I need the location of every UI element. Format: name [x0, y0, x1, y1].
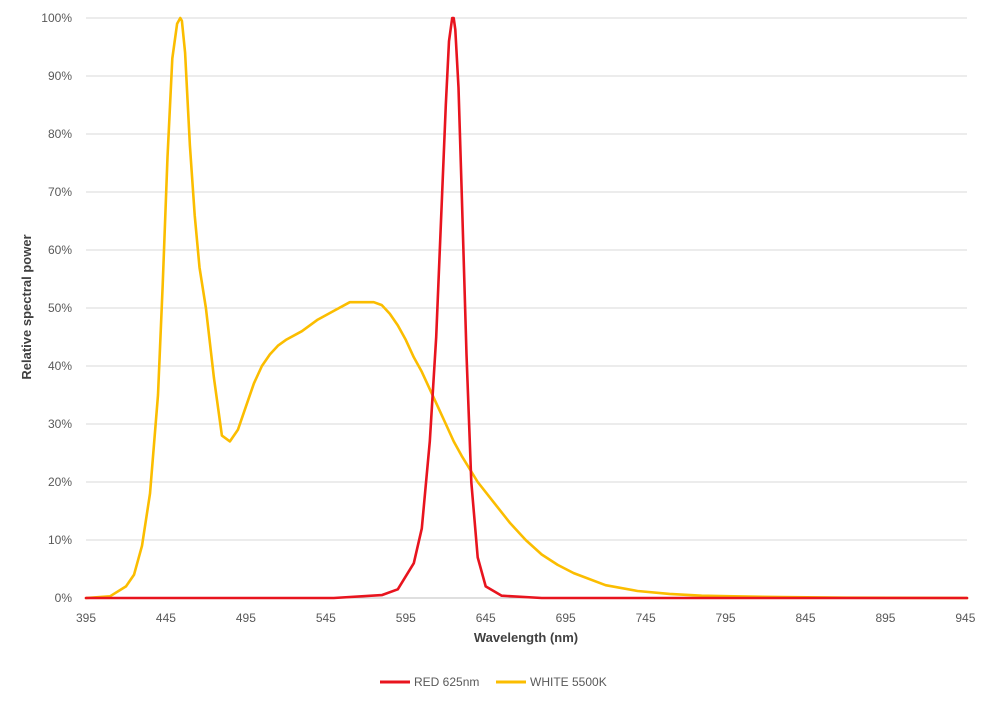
y-axis-ticks: 0% 10% 20% 30% 40% 50% 60% 70% 80% 90% 100% — [41, 11, 72, 605]
y-tick-label: 0% — [55, 591, 73, 605]
x-tick-label: 745 — [636, 611, 656, 625]
y-tick-label: 70% — [48, 185, 72, 199]
x-tick-label: 845 — [795, 611, 815, 625]
x-tick-label: 495 — [236, 611, 256, 625]
series-lines — [84, 16, 969, 600]
x-axis-ticks: 395 445 495 545 595 645 695 745 795 845 895 945 — [76, 611, 976, 625]
x-tick-label: 395 — [76, 611, 96, 625]
y-tick-label: 50% — [48, 301, 72, 315]
x-axis-title: Wavelength (nm) — [474, 630, 578, 645]
series-line — [84, 16, 969, 600]
x-tick-label: 595 — [396, 611, 416, 625]
x-tick-label: 545 — [316, 611, 336, 625]
x-tick-label: 445 — [156, 611, 176, 625]
gridlines — [86, 17, 967, 599]
x-tick-label: 795 — [716, 611, 736, 625]
y-tick-label: 100% — [41, 11, 72, 25]
y-tick-label: 30% — [48, 417, 72, 431]
legend-label: RED 625nm — [414, 675, 479, 689]
y-tick-label: 90% — [48, 69, 72, 83]
y-tick-label: 80% — [48, 127, 72, 141]
y-tick-label: 10% — [48, 533, 72, 547]
x-tick-label: 645 — [476, 611, 496, 625]
legend: RED 625nm WHITE 5500K — [380, 675, 607, 689]
x-tick-label: 945 — [955, 611, 975, 625]
y-tick-label: 40% — [48, 359, 72, 373]
y-tick-label: 60% — [48, 243, 72, 257]
y-tick-label: 20% — [48, 475, 72, 489]
y-axis-title: Relative spectral power — [19, 234, 34, 379]
x-tick-label: 695 — [556, 611, 576, 625]
series-line — [84, 16, 969, 600]
legend-label: WHITE 5500K — [530, 675, 607, 689]
x-tick-label: 895 — [875, 611, 895, 625]
